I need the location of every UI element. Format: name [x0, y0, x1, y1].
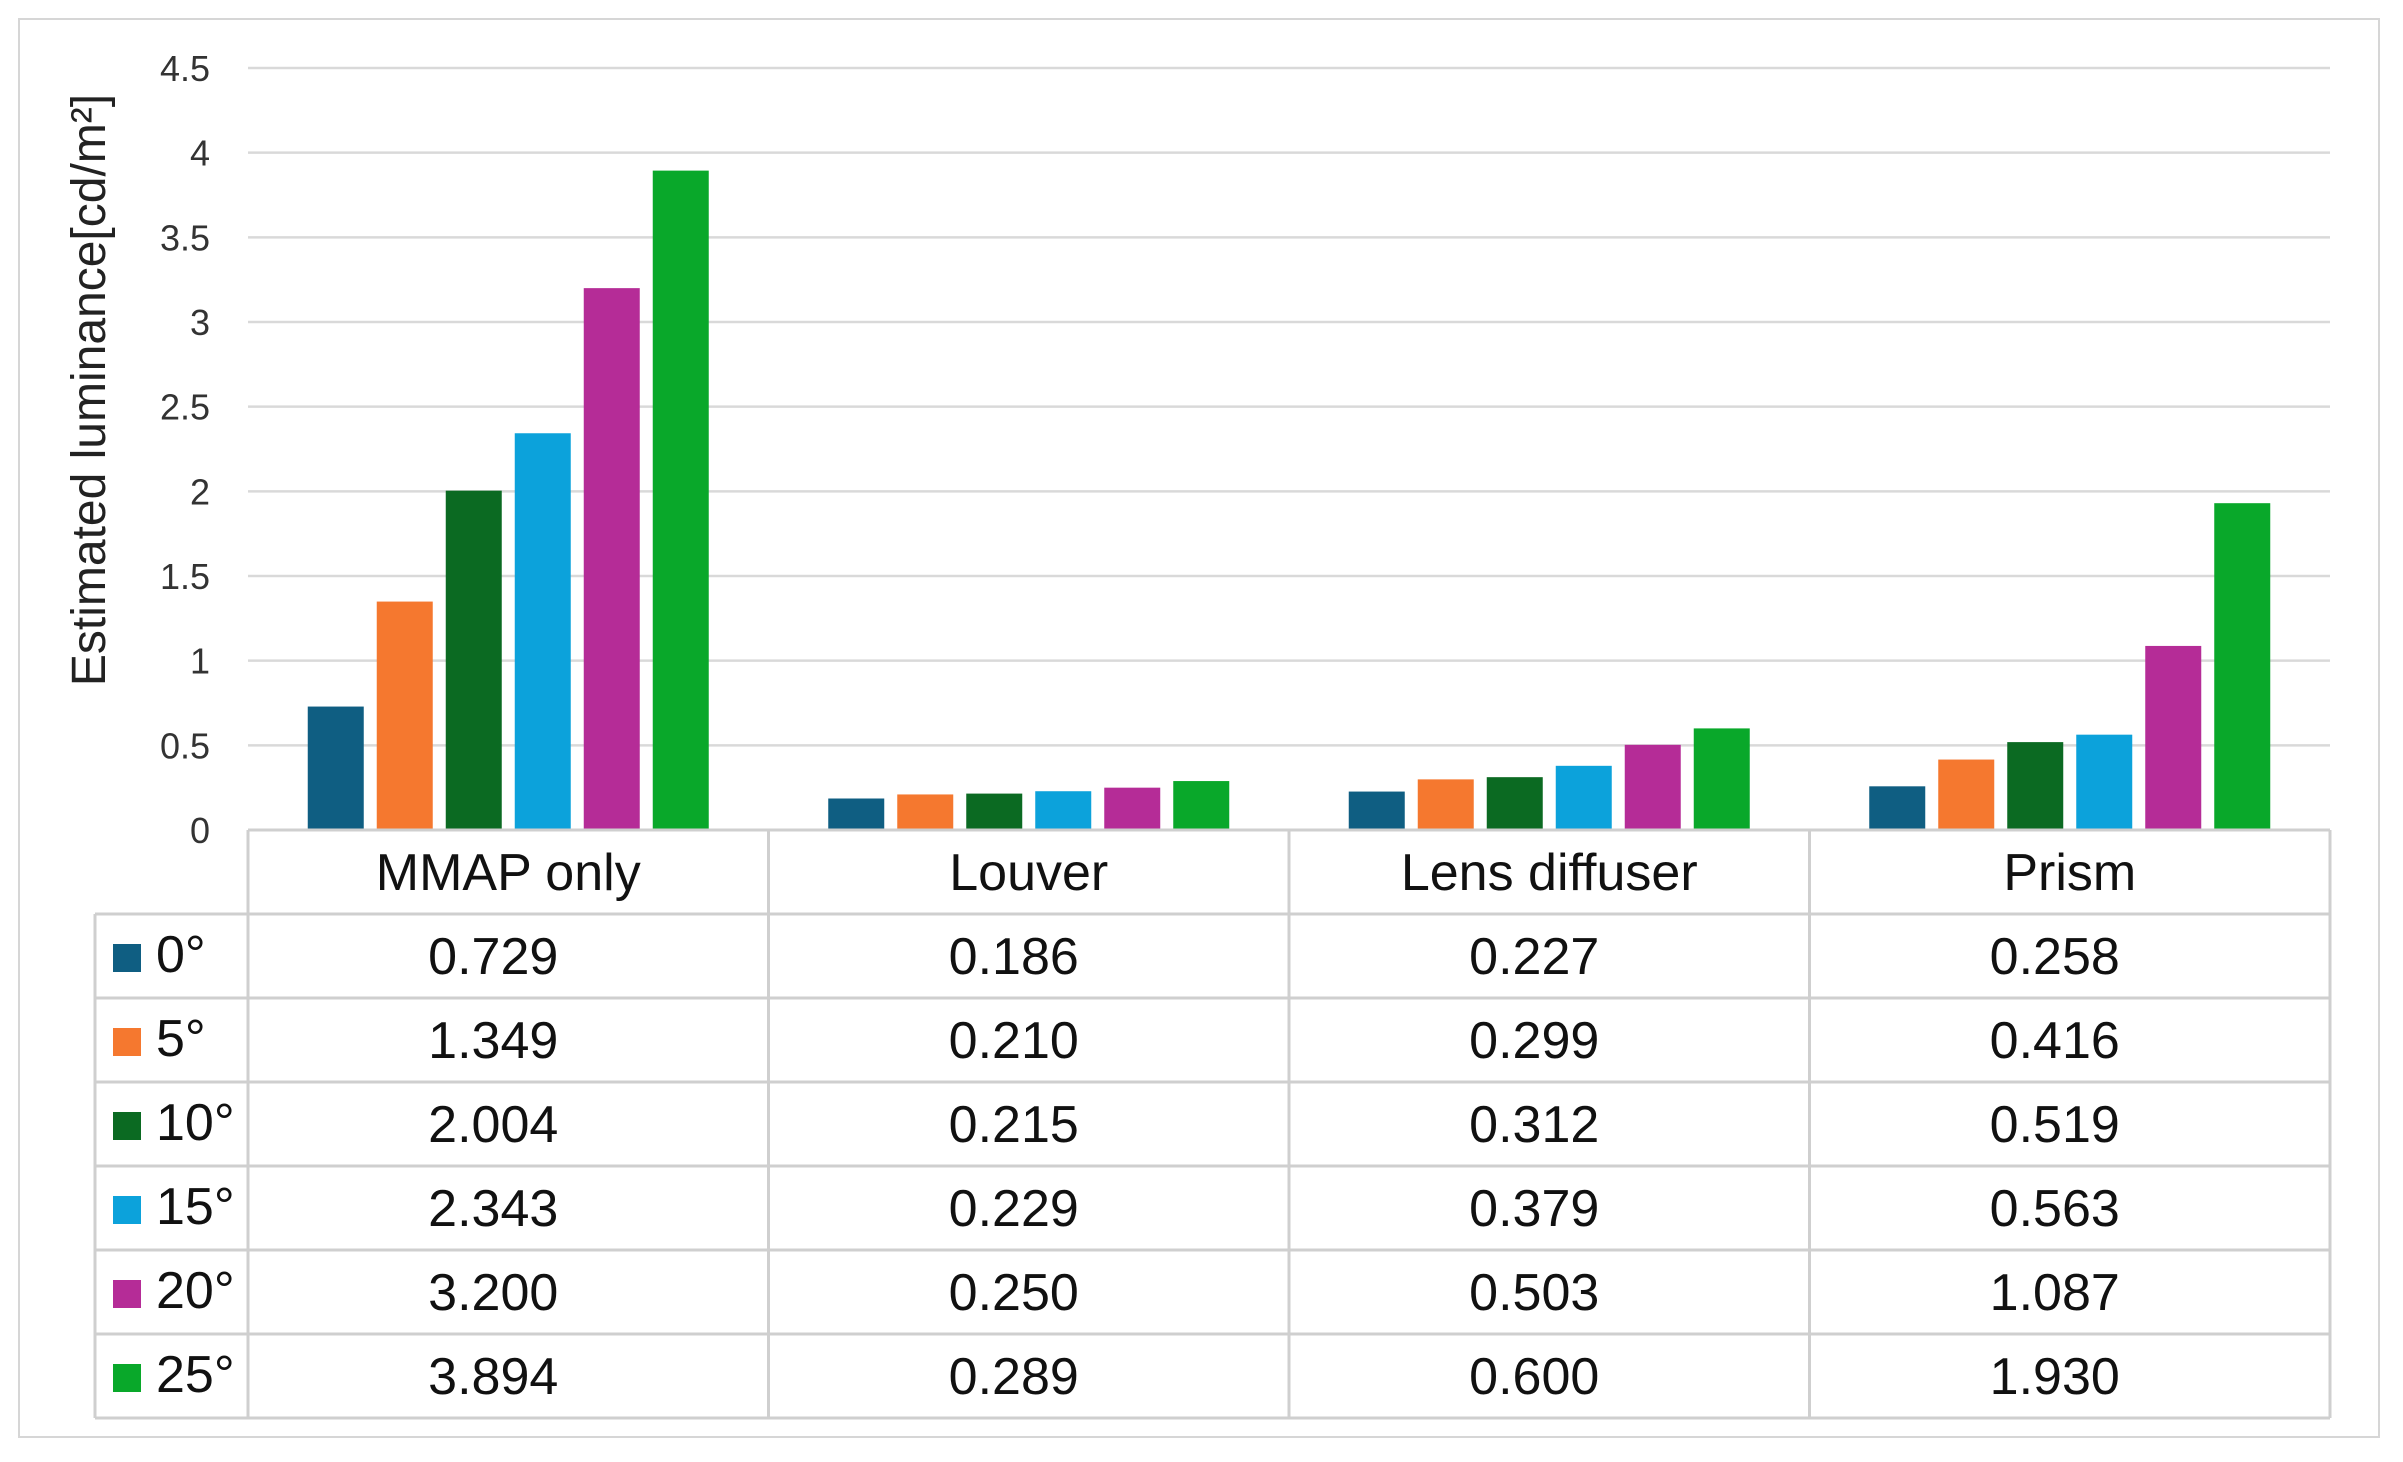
y-tick-label: 2.5	[160, 387, 210, 428]
bar	[2007, 742, 2064, 830]
y-tick-label: 0	[190, 810, 210, 851]
bar	[445, 490, 502, 830]
data-label: 0.250	[949, 1264, 1079, 1322]
category-label: Louver	[949, 844, 1108, 902]
data-label: 0.210	[949, 1012, 1079, 1070]
bar	[1173, 781, 1230, 830]
bar	[897, 794, 954, 830]
y-tick-label: 3	[190, 302, 210, 343]
legend-label: 5°	[156, 1010, 206, 1068]
category-label: MMAP only	[376, 844, 641, 902]
bar	[966, 793, 1023, 830]
chart-frame	[18, 18, 2380, 1438]
legend-swatch	[113, 1280, 141, 1308]
data-label: 0.312	[1469, 1096, 1599, 1154]
bar	[514, 433, 571, 830]
bar	[1938, 759, 1995, 830]
data-label: 1.930	[1990, 1348, 2120, 1406]
y-tick-label: 1	[190, 641, 210, 682]
y-tick-label: 1.5	[160, 556, 210, 597]
data-label: 0.379	[1469, 1180, 1599, 1238]
data-label: 0.186	[949, 928, 1079, 986]
data-label: 0.258	[1990, 928, 2120, 986]
bar	[2214, 503, 2271, 830]
bar	[1104, 787, 1161, 830]
data-label: 2.343	[428, 1180, 558, 1238]
y-tick-label: 3.5	[160, 217, 210, 258]
bar	[1417, 779, 1474, 830]
data-label: 0.563	[1990, 1180, 2120, 1238]
category-label: Lens diffuser	[1401, 844, 1698, 902]
y-tick-label: 4.5	[160, 48, 210, 89]
bar	[583, 288, 640, 831]
bar	[1869, 786, 1926, 830]
data-label: 1.349	[428, 1012, 558, 1070]
category-label: Prism	[2003, 844, 2136, 902]
bar	[828, 798, 885, 830]
legend-label: 20°	[156, 1262, 235, 1320]
data-label: 0.503	[1469, 1264, 1599, 1322]
bar	[652, 170, 709, 831]
legend-swatch	[113, 1196, 141, 1224]
data-label: 3.894	[428, 1348, 558, 1406]
bar	[376, 601, 433, 830]
legend-swatch	[113, 944, 141, 972]
data-label: 0.519	[1990, 1096, 2120, 1154]
legend-swatch	[113, 1028, 141, 1056]
y-tick-label: 4	[190, 133, 210, 174]
bar	[1348, 791, 1405, 830]
data-label: 1.087	[1990, 1264, 2120, 1322]
data-label: 2.004	[428, 1096, 558, 1154]
bar	[307, 706, 364, 830]
legend-label: 10°	[156, 1094, 235, 1152]
data-label: 3.200	[428, 1264, 558, 1322]
y-tick-label: 2	[190, 471, 210, 512]
legend-label: 15°	[156, 1178, 235, 1236]
data-label: 0.729	[428, 928, 558, 986]
bar	[1035, 791, 1092, 830]
bar	[1624, 744, 1681, 830]
bar	[1555, 765, 1612, 830]
legend-swatch	[113, 1112, 141, 1140]
data-label: 0.289	[949, 1348, 1079, 1406]
data-label: 0.299	[1469, 1012, 1599, 1070]
y-tick-label: 0.5	[160, 725, 210, 766]
bar	[2076, 734, 2133, 830]
bar	[2145, 645, 2202, 830]
data-label: 0.416	[1990, 1012, 2120, 1070]
data-label: 0.600	[1469, 1348, 1599, 1406]
data-label: 0.229	[949, 1180, 1079, 1238]
legend-label: 0°	[156, 926, 206, 984]
data-label: 0.215	[949, 1096, 1079, 1154]
legend-swatch	[113, 1364, 141, 1392]
data-label: 0.227	[1469, 928, 1599, 986]
legend-label: 25°	[156, 1346, 235, 1404]
bar	[1486, 777, 1543, 830]
bar	[1693, 728, 1750, 830]
